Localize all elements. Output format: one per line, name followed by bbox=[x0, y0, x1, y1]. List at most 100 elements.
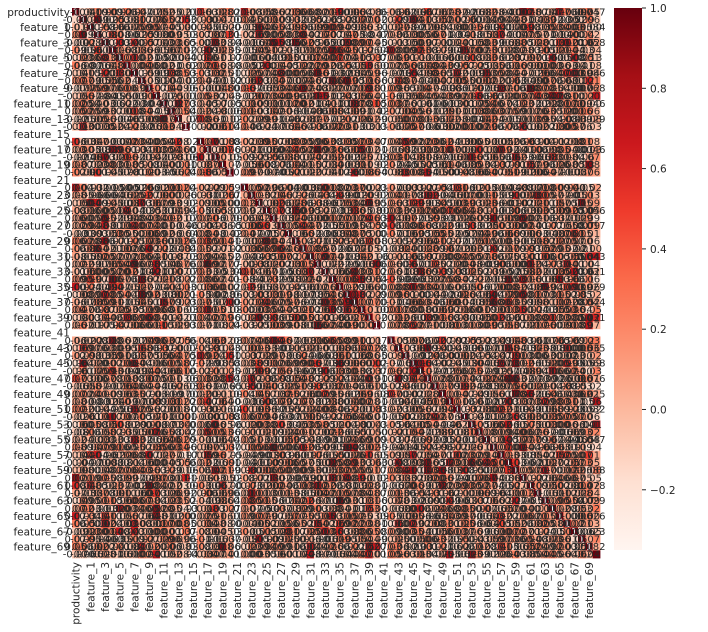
heatmap-cell bbox=[160, 15, 168, 24]
heatmap-cell bbox=[358, 30, 366, 39]
heatmap-cell bbox=[372, 15, 381, 24]
heatmap-cell bbox=[240, 8, 249, 17]
heatmap-cell bbox=[336, 15, 344, 24]
heatmap-cell bbox=[416, 8, 425, 17]
heatmap-cell bbox=[79, 15, 88, 24]
heatmap-cell bbox=[277, 23, 286, 32]
heatmap-cell bbox=[592, 30, 601, 39]
heatmap-cell bbox=[248, 8, 256, 17]
heatmap-cell bbox=[387, 15, 396, 24]
heatmap-cell bbox=[123, 8, 132, 17]
heatmap-cell bbox=[116, 15, 124, 24]
heatmap-cell bbox=[556, 8, 564, 17]
heatmap-cell bbox=[475, 8, 484, 17]
heatmap-cell bbox=[446, 30, 454, 39]
heatmap-cell bbox=[548, 30, 557, 39]
heatmap-cell bbox=[497, 8, 506, 17]
heatmap-cell bbox=[270, 8, 278, 17]
heatmap-cell bbox=[387, 8, 396, 17]
heatmap-cell bbox=[101, 15, 110, 24]
heatmap-cell bbox=[497, 23, 506, 32]
heatmap-cell bbox=[204, 23, 212, 32]
heatmap-cell bbox=[365, 15, 374, 24]
heatmap-cell bbox=[350, 30, 359, 39]
heatmap-cell bbox=[563, 15, 572, 24]
heatmap-cell bbox=[174, 15, 183, 24]
heatmap-cell bbox=[570, 23, 579, 32]
heatmap-cell bbox=[490, 15, 498, 24]
heatmap-cell bbox=[497, 15, 506, 24]
heatmap-cell bbox=[79, 23, 88, 32]
heatmap-cell bbox=[585, 8, 594, 17]
heatmap-cell bbox=[570, 8, 579, 17]
heatmap-cell bbox=[211, 8, 220, 17]
heatmap-cell bbox=[86, 30, 95, 39]
heatmap-cell bbox=[299, 30, 308, 39]
heatmap-cell bbox=[534, 15, 542, 24]
heatmap-cell bbox=[240, 30, 249, 39]
heatmap-cell bbox=[94, 23, 102, 32]
heatmap-cell bbox=[108, 15, 117, 24]
heatmap-cell bbox=[145, 38, 154, 47]
heatmap-cell bbox=[534, 30, 542, 39]
heatmap-cell bbox=[255, 15, 264, 24]
heatmap-cell bbox=[526, 8, 535, 17]
heatmap-cell bbox=[548, 15, 557, 24]
heatmap-cell bbox=[72, 30, 80, 39]
heatmap-cell bbox=[299, 15, 308, 24]
heatmap-cell bbox=[116, 30, 124, 39]
heatmap-cell bbox=[519, 30, 528, 39]
heatmap-cell bbox=[519, 8, 528, 17]
heatmap-cell bbox=[138, 30, 146, 39]
heatmap-cell bbox=[350, 15, 359, 24]
heatmap-cell bbox=[167, 38, 176, 47]
heatmap-cell bbox=[504, 8, 513, 17]
heatmap-cell bbox=[299, 23, 308, 32]
heatmap-cell bbox=[160, 30, 168, 39]
heatmap-cell bbox=[196, 30, 205, 39]
heatmap-cell bbox=[123, 15, 132, 24]
heatmap-cell bbox=[431, 23, 440, 32]
heatmap-cell bbox=[72, 15, 80, 24]
heatmap-cell bbox=[86, 8, 95, 17]
heatmap-cell bbox=[526, 15, 535, 24]
heatmap-cell bbox=[306, 15, 315, 24]
heatmap-cell bbox=[152, 8, 161, 17]
heatmap-cell bbox=[409, 23, 418, 32]
heatmap-cell bbox=[174, 30, 183, 39]
heatmap-cell bbox=[72, 8, 80, 17]
heatmap-cell bbox=[585, 30, 594, 39]
heatmap-cell bbox=[86, 23, 95, 32]
heatmap-cell bbox=[160, 38, 168, 47]
heatmap-cell bbox=[541, 15, 550, 24]
heatmap-cell bbox=[570, 30, 579, 39]
heatmap-cell bbox=[424, 8, 432, 17]
heatmap-cell bbox=[468, 15, 476, 24]
heatmap-cell bbox=[182, 15, 190, 24]
heatmap-cell bbox=[438, 8, 447, 17]
heatmap-cell bbox=[101, 38, 110, 47]
heatmap-cell bbox=[292, 15, 300, 24]
heatmap-cell bbox=[182, 30, 190, 39]
heatmap-cell bbox=[72, 38, 80, 47]
heatmap-cell bbox=[145, 8, 154, 17]
heatmap-cell bbox=[145, 23, 154, 32]
heatmap-cell bbox=[556, 23, 564, 32]
heatmap-cell bbox=[167, 8, 176, 17]
heatmap-cell bbox=[416, 30, 425, 39]
heatmap-cell bbox=[372, 23, 381, 32]
heatmap-cell bbox=[534, 23, 542, 32]
heatmap-cell bbox=[218, 30, 227, 39]
heatmap-cell bbox=[240, 15, 249, 24]
heatmap-cell bbox=[350, 23, 359, 32]
heatmap-cell bbox=[292, 30, 300, 39]
heatmap-cell bbox=[152, 30, 161, 39]
heatmap-cell bbox=[526, 30, 535, 39]
heatmap-cell bbox=[504, 15, 513, 24]
heatmap-cell bbox=[218, 38, 227, 47]
heatmap-cell bbox=[592, 8, 601, 17]
heatmap-cell bbox=[277, 15, 286, 24]
heatmap-cell bbox=[431, 15, 440, 24]
heatmap-cell bbox=[152, 38, 161, 47]
heatmap-cell bbox=[145, 30, 154, 39]
